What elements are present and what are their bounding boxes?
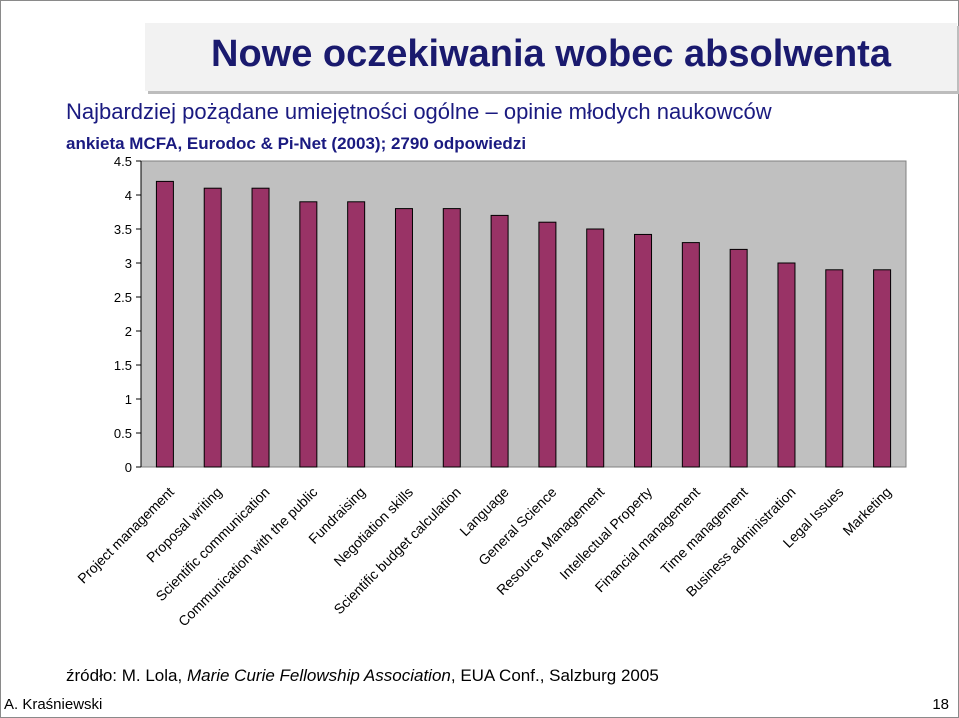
bar (777, 262, 796, 468)
bar (347, 201, 366, 468)
bar (251, 187, 270, 468)
bar (586, 228, 605, 468)
y-tick-label: 2.5 (114, 290, 132, 305)
title-banner: Nowe oczekiwania wobec absolwenta (145, 23, 957, 91)
bar (490, 214, 509, 468)
slide-subtitle: Najbardziej pożądane umiejętności ogólne… (66, 99, 772, 124)
y-tick-label: 2 (125, 324, 132, 339)
chart-container: 0 0.5 1 1.5 2 2.5 3 3.5 4 4.5 Project management Pr… (56, 129, 912, 665)
bar (538, 221, 557, 468)
bar (873, 269, 892, 468)
x-category-label: Marketing (839, 484, 894, 539)
bar (681, 242, 700, 468)
bar (442, 208, 461, 468)
y-tick-label: 3 (125, 256, 132, 271)
bar (299, 201, 318, 468)
bar (729, 248, 748, 468)
bar (825, 269, 844, 468)
citation-suffix: , EUA Conf., Salzburg 2005 (450, 666, 659, 685)
y-tick-label: 0 (125, 460, 132, 475)
bar (394, 208, 413, 468)
y-tick-label: 0.5 (114, 426, 132, 441)
source-citation: źródło: M. Lola, Marie Curie Fellowship … (66, 666, 659, 686)
page-title: Nowe oczekiwania wobec absolwenta (211, 33, 891, 75)
citation-prefix: źródło: M. Lola, (66, 666, 187, 685)
y-tick-label: 4.5 (114, 154, 132, 169)
footer-author: A. Kraśniewski (4, 696, 103, 713)
bar (203, 187, 222, 468)
citation-organization: Marie Curie Fellowship Association (186, 666, 451, 685)
x-category-label: Intellectual Property (556, 484, 655, 583)
bar (155, 180, 174, 468)
x-category-label: Time management (657, 484, 751, 578)
bar (634, 233, 653, 468)
survey-note: ankieta MCFA, Eurodoc & Pi-Net (2003); 2… (66, 134, 527, 153)
y-tick-label: 1.5 (114, 358, 132, 373)
y-tick-label: 1 (125, 392, 132, 407)
y-tick-label: 4 (125, 188, 132, 203)
y-tick-label: 3.5 (114, 222, 132, 237)
page-number: 18 (932, 696, 949, 713)
